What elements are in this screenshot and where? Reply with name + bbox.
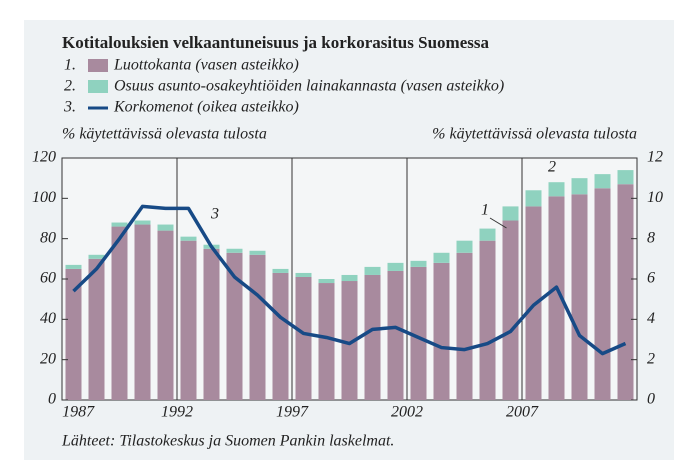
y2-tick-label: 8	[647, 229, 655, 246]
bar	[364, 266, 381, 275]
bar	[318, 283, 335, 400]
bar	[295, 276, 312, 400]
y2-tick-label: 10	[647, 189, 663, 206]
bar	[548, 182, 565, 197]
bar	[65, 264, 82, 269]
y2-tick-label: 12	[647, 149, 663, 166]
bar	[157, 224, 174, 231]
y2-tick-label: 4	[647, 310, 655, 327]
bar	[410, 266, 427, 400]
bar	[226, 252, 243, 400]
bar	[594, 188, 611, 400]
legend-label: Korkomenot (oikea asteikko)	[113, 99, 299, 116]
y-axis-label: % käytettävissä olevasta tulosta	[62, 126, 267, 143]
y2-tick-label: 0	[647, 391, 655, 408]
bar	[226, 248, 243, 253]
line	[72, 204, 627, 356]
annotation: 3	[210, 206, 219, 223]
y2-tick-label: 6	[647, 270, 655, 287]
bar	[594, 174, 611, 189]
bar	[88, 254, 105, 259]
bar	[502, 220, 519, 400]
bar	[272, 272, 289, 400]
bar	[341, 274, 358, 282]
bar	[502, 206, 519, 221]
x-tick-label: 2007	[506, 404, 539, 421]
bar	[525, 190, 542, 207]
bar	[364, 274, 381, 400]
x-tick-label: 1987	[62, 404, 95, 421]
bar	[134, 220, 151, 225]
legend-number: 1.	[64, 57, 76, 74]
bar	[318, 279, 335, 284]
bar	[387, 262, 404, 271]
bar	[433, 262, 450, 400]
y-tick-label: 120	[32, 149, 56, 166]
legend-label: Luottokanta (vasen asteikko)	[113, 57, 299, 74]
bar	[341, 281, 358, 400]
bar	[548, 196, 565, 400]
legend-number: 3.	[63, 99, 76, 116]
y-tick-label: 80	[40, 229, 56, 246]
bar	[479, 228, 496, 241]
chart-title: Kotitalouksien velkaantuneisuus ja korko…	[62, 33, 489, 52]
legend-number: 2.	[64, 78, 76, 95]
bar	[65, 268, 82, 400]
bar	[617, 184, 634, 400]
bar	[203, 248, 220, 400]
legend-swatch	[88, 59, 108, 72]
bar	[295, 272, 312, 277]
bar	[387, 270, 404, 400]
bar	[111, 226, 128, 400]
annotation: 1	[481, 202, 489, 219]
y-tick-label: 40	[40, 310, 56, 327]
bar	[134, 224, 151, 400]
y-tick-label: 100	[32, 189, 56, 206]
bar	[249, 254, 266, 400]
y-tick-label: 0	[48, 391, 56, 408]
bar	[433, 252, 450, 263]
bar	[180, 240, 197, 400]
bar	[571, 194, 588, 400]
y2-axis-label: % käytettävissä olevasta tulosta	[432, 126, 637, 143]
annotation-leader	[489, 217, 507, 229]
bar	[479, 240, 496, 400]
bar	[571, 178, 588, 195]
bar	[157, 230, 174, 400]
bar	[456, 240, 473, 253]
bar	[111, 222, 128, 227]
bar	[180, 236, 197, 241]
legend-swatch	[88, 80, 108, 93]
bar	[88, 258, 105, 400]
x-tick-label: 1997	[276, 404, 309, 421]
x-tick-label: 1992	[161, 404, 193, 421]
bar	[249, 250, 266, 255]
bar	[456, 252, 473, 400]
source: Lähteet: Tilastokeskus ja Suomen Pankin …	[61, 433, 394, 450]
y2-tick-label: 2	[647, 350, 655, 367]
y-tick-label: 20	[40, 350, 56, 367]
annotation: 2	[548, 159, 556, 176]
bar	[272, 268, 289, 273]
bar	[410, 260, 427, 267]
y-tick-label: 60	[40, 270, 56, 287]
legend-label: Osuus asunto-osakeyhtiöiden lainakannast…	[114, 78, 504, 95]
bar	[617, 170, 634, 185]
x-tick-label: 2002	[391, 404, 423, 421]
